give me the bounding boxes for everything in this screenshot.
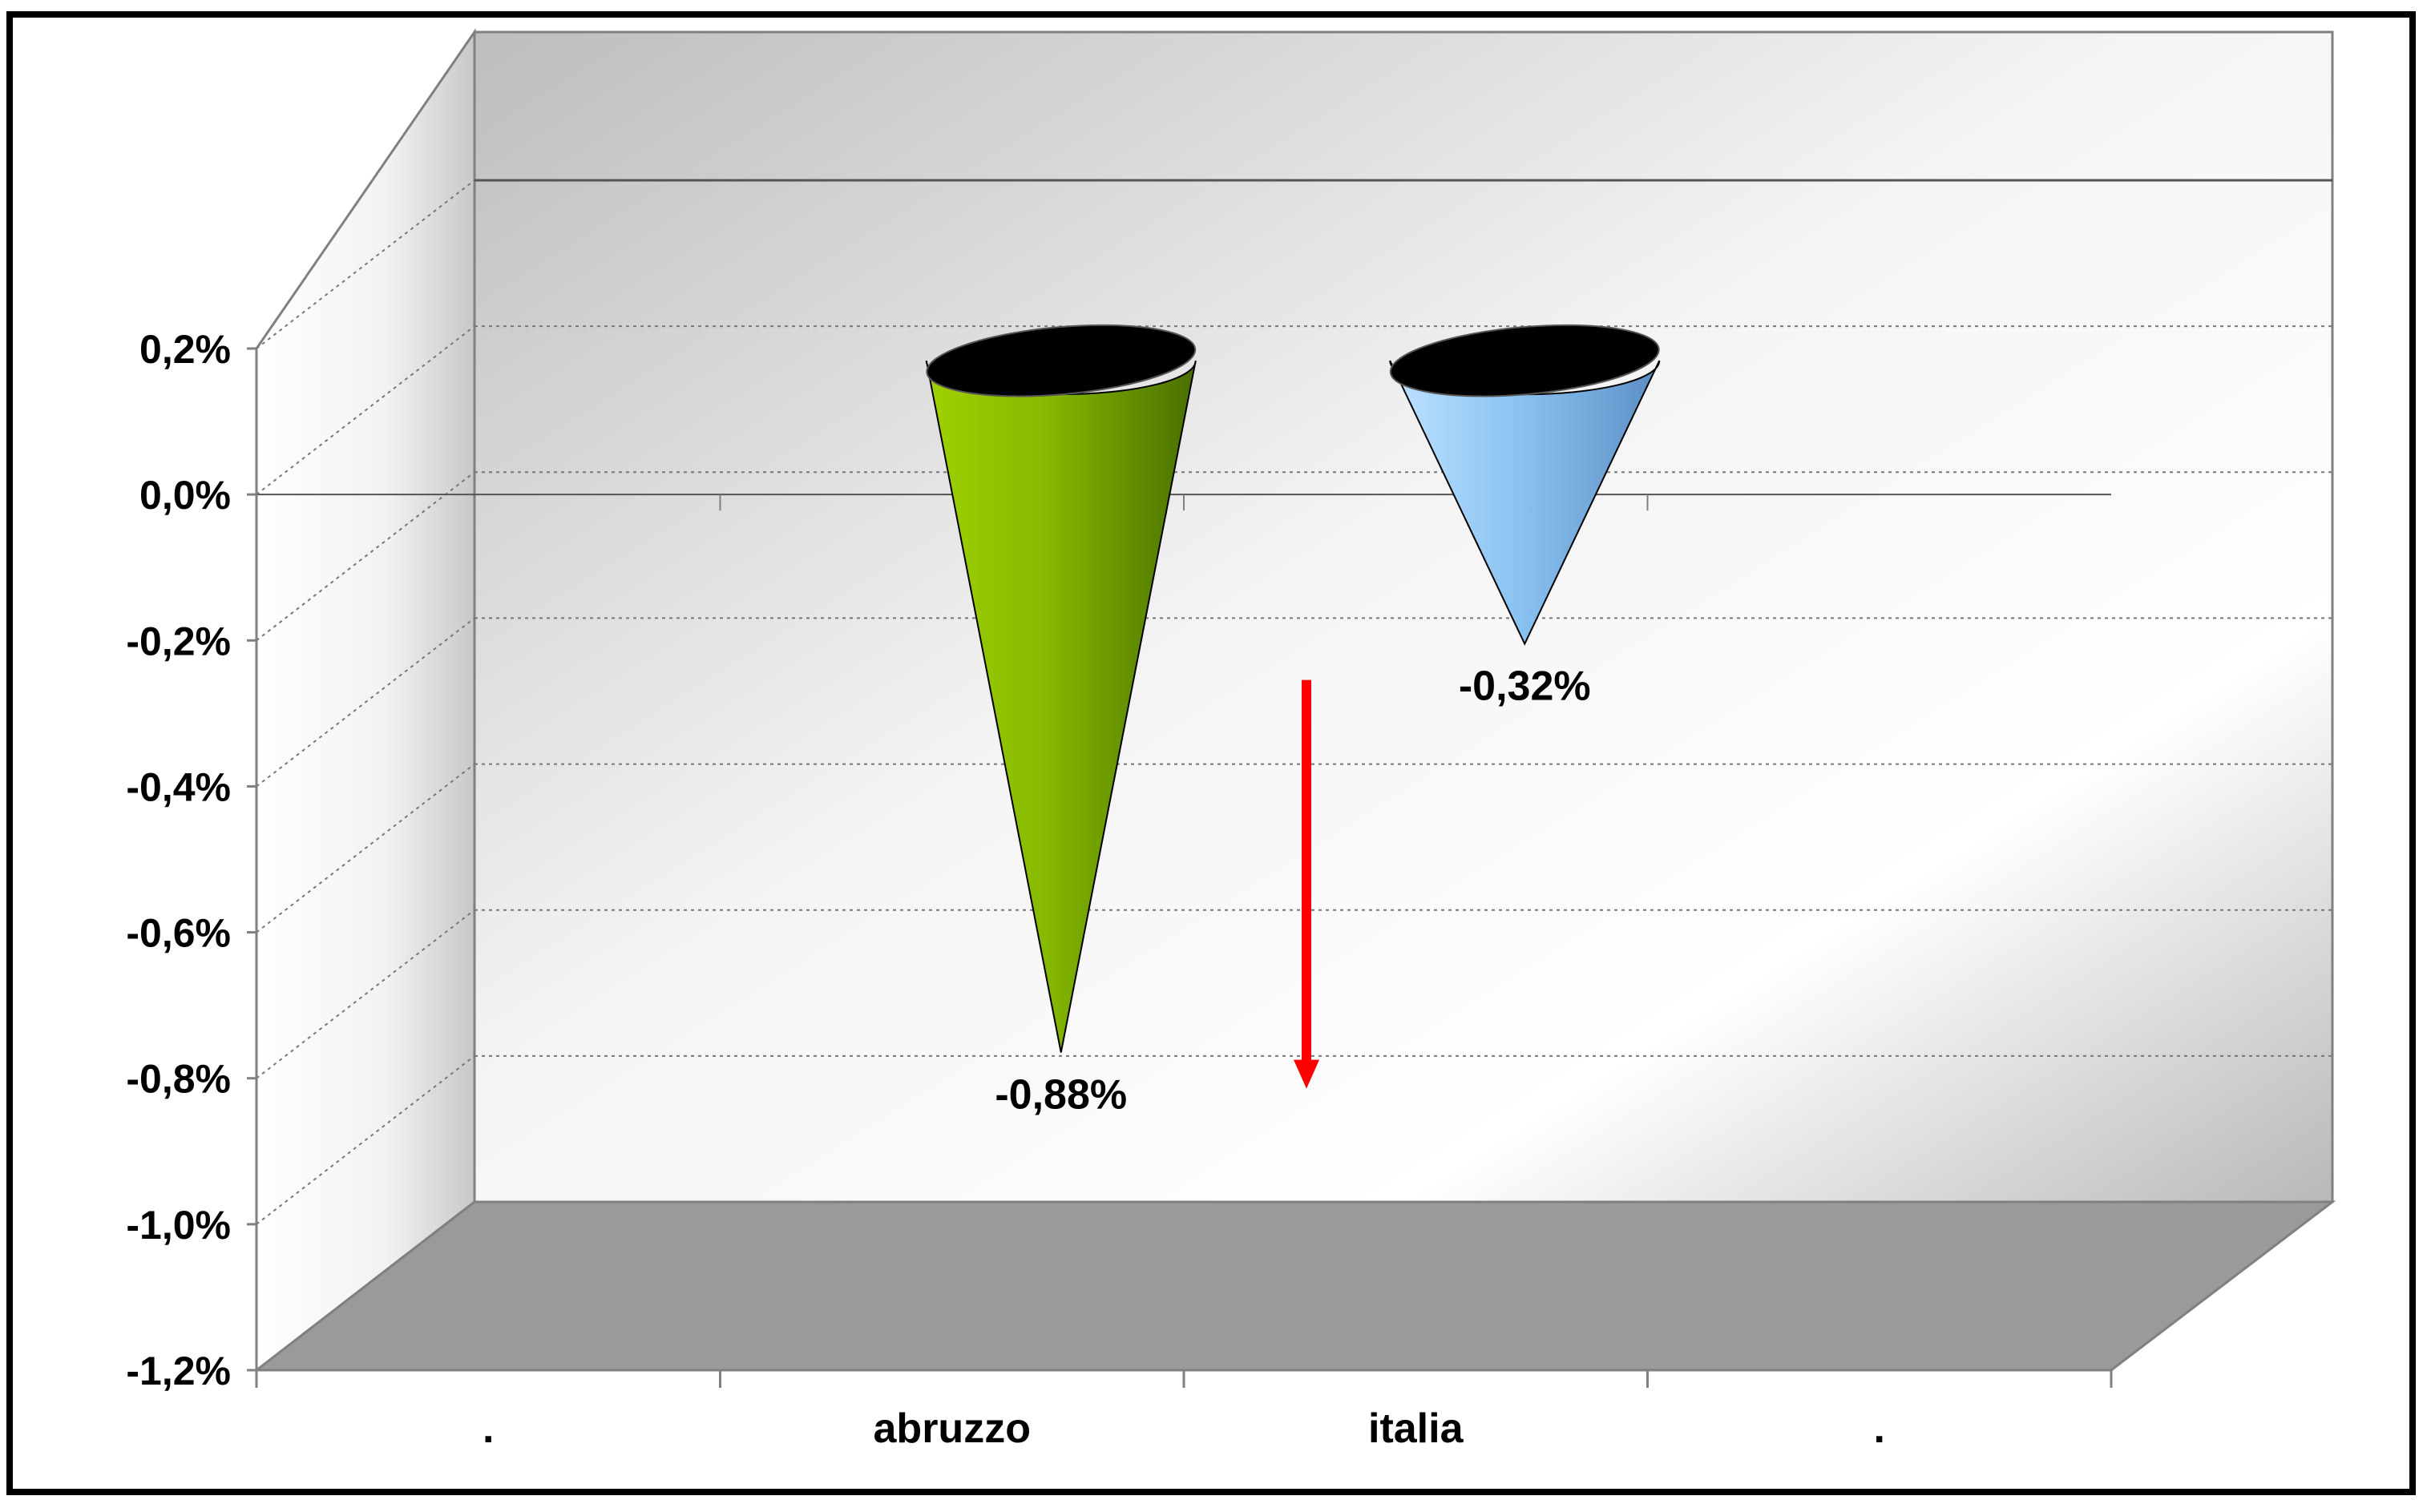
- cone-top: [1389, 324, 1660, 397]
- x-axis: . abruzzo italia.: [255, 494, 2113, 1452]
- gridline-side: [256, 909, 475, 1079]
- arrow-head: [1294, 1059, 1319, 1089]
- back-wall: [473, 30, 2334, 1204]
- annotations: [1294, 679, 1319, 1089]
- y-tick-label: -0,8%: [126, 1057, 231, 1102]
- x-tick-label: .: [1874, 1405, 1885, 1452]
- gridline-side: [256, 179, 475, 349]
- cone-top: [926, 324, 1197, 397]
- data-label: -0,88%: [995, 1072, 1127, 1119]
- gridline-side: [256, 763, 475, 933]
- gridline-side: [256, 1055, 475, 1225]
- data-label: -0,32%: [1459, 663, 1591, 710]
- side-wall: [255, 28, 476, 1373]
- cones: [925, 324, 1661, 1053]
- gridline-side: [256, 471, 475, 642]
- x-tick-label: abruzzo: [874, 1405, 1031, 1452]
- data-labels: -0,88% -0,32%: [995, 663, 1590, 1119]
- y-tick-label: -0,4%: [126, 764, 231, 809]
- y-tick-label: 0,2%: [139, 327, 231, 372]
- gridline-side: [256, 617, 475, 788]
- y-tick-label: -0,2%: [126, 619, 231, 663]
- down-arrow: [1294, 679, 1319, 1089]
- y-tick-label: -1,0%: [126, 1203, 231, 1248]
- plot-walls: [252, 28, 2336, 1373]
- y-tick-label: -1,2%: [126, 1349, 231, 1393]
- x-tick-label: italia: [1368, 1405, 1464, 1452]
- cone-italia: [1389, 324, 1661, 646]
- y-tick-label: -0,6%: [126, 911, 231, 956]
- y-axis: 0,2% 0,0% -0,2% -0,4% -0,6% -0,8% -1,0% -1,2%: [126, 327, 258, 1393]
- cone-abruzzo: [925, 324, 1197, 1053]
- gridline-side: [256, 325, 475, 495]
- y-tick-label: 0,0%: [139, 473, 231, 518]
- x-tick-label: .: [483, 1405, 494, 1452]
- floor: [252, 1200, 2336, 1372]
